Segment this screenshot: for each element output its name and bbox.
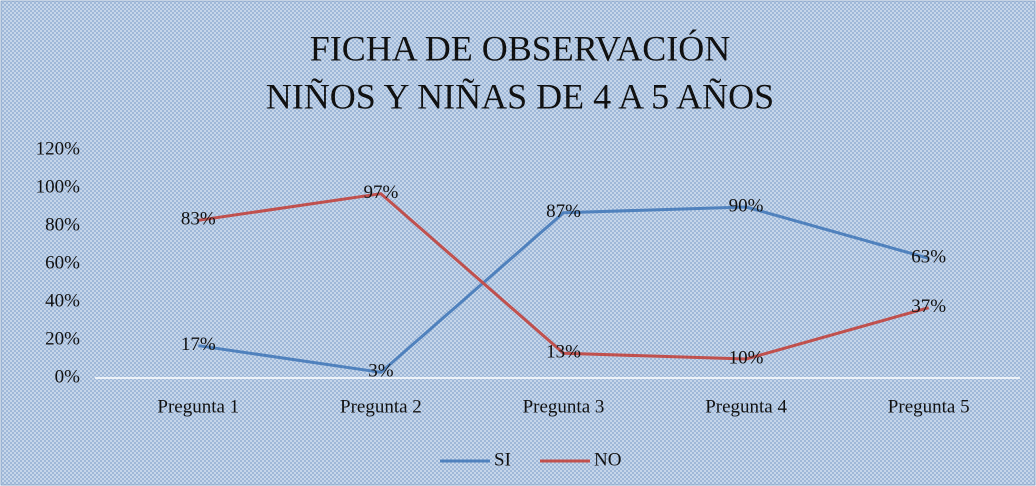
x-tick-label: Pregunta 4 xyxy=(705,396,787,417)
data-label: 63% xyxy=(911,247,946,268)
series-line xyxy=(198,192,930,361)
y-tick-label: 40% xyxy=(45,290,80,311)
x-tick-label: Pregunta 2 xyxy=(340,396,422,417)
data-label: 90% xyxy=(729,195,764,216)
legend-label: SI xyxy=(494,449,511,470)
y-tick-label: 0% xyxy=(55,366,81,387)
legend-label: NO xyxy=(594,449,621,470)
x-tick-label: Pregunta 1 xyxy=(157,396,239,417)
data-label: 37% xyxy=(911,296,946,317)
y-tick-label: 100% xyxy=(36,176,81,197)
data-label: 87% xyxy=(546,201,581,222)
data-label: 3% xyxy=(368,361,394,382)
chart-title: FICHA DE OBSERVACIÓN xyxy=(310,28,731,68)
y-tick-label: 60% xyxy=(45,252,80,273)
data-label: 13% xyxy=(546,342,581,363)
data-label: 17% xyxy=(181,334,216,355)
data-label: 97% xyxy=(363,182,398,203)
data-label: 10% xyxy=(729,347,764,368)
y-tick-label: 20% xyxy=(45,328,80,349)
y-tick-label: 80% xyxy=(45,214,80,235)
data-label: 83% xyxy=(181,209,216,230)
series-line xyxy=(198,205,930,374)
y-tick-label: 120% xyxy=(36,138,81,159)
chart-title: NIÑOS Y NIÑAS DE 4 A 5 AÑOS xyxy=(266,76,774,116)
x-tick-label: Pregunta 3 xyxy=(523,396,605,417)
x-tick-label: Pregunta 5 xyxy=(888,396,970,417)
